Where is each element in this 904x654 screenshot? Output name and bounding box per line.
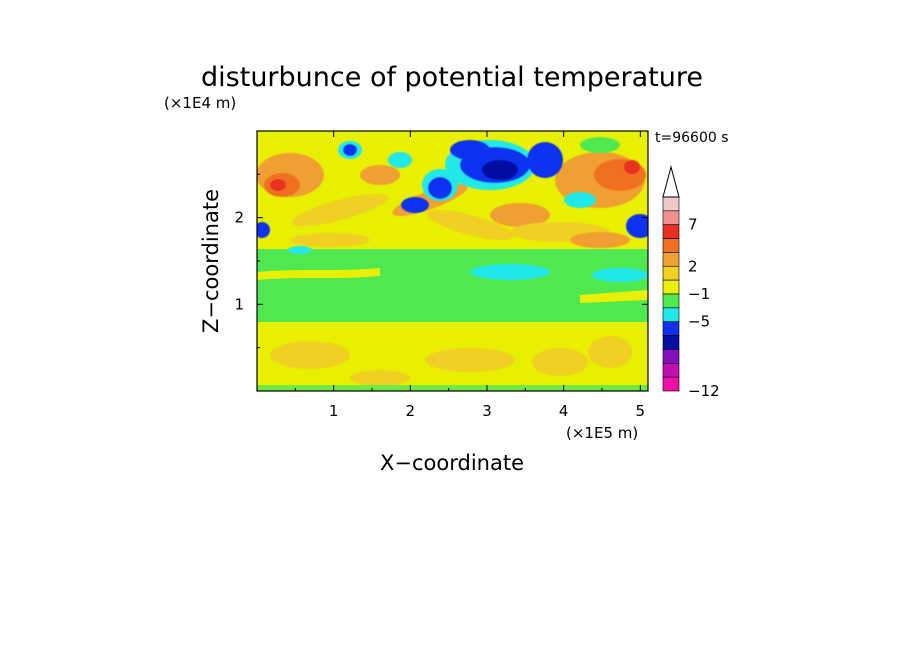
x-tick-label: 4	[559, 402, 569, 420]
y-scale-label: (×1E4 m)	[164, 94, 236, 112]
colorbar-tick-label: −5	[688, 313, 710, 331]
time-label: t=96600 s	[655, 130, 729, 146]
colorbar-swatch	[662, 238, 680, 253]
colorbar-tick-label: 2	[688, 257, 698, 275]
x-scale-label: (×1E5 m)	[566, 424, 638, 442]
colorbar-swatch	[662, 196, 680, 212]
x-axis-label: X−coordinate	[380, 451, 524, 475]
field-mid-green-band	[257, 253, 648, 322]
colorbar-swatch	[662, 335, 680, 350]
colorbar-swatch	[662, 362, 680, 378]
x-tick-label: 1	[329, 402, 339, 420]
field-yellow-streak	[257, 268, 380, 280]
chart-title: disturbunce of potential temperature	[201, 62, 703, 93]
colorbar-tick-label: 7	[688, 216, 698, 234]
heatmap-field	[257, 131, 648, 391]
field-yellow-streak	[580, 290, 648, 303]
colorbar-swatch	[662, 265, 680, 281]
field-cyan-patch	[470, 264, 550, 280]
field-bottom-edge	[257, 385, 648, 391]
colorbar-swatch	[662, 224, 680, 239]
colorbar-swatch	[662, 321, 680, 336]
y-tick-label: 1	[234, 295, 244, 313]
y-axis-label: Z−coordinate	[199, 189, 223, 333]
x-tick-label: 3	[482, 402, 492, 420]
colorbar-tick-label: −1	[688, 285, 710, 303]
colorbar-swatch	[662, 349, 680, 364]
axes: 1 2 3 4 5 1 2	[234, 131, 648, 420]
colorbar-swatch	[662, 293, 680, 309]
field-cold-anomalies	[257, 137, 648, 254]
colorbar-swatch	[662, 210, 680, 226]
x-tick-label: 5	[636, 402, 646, 420]
colorbar: 7 2 −1 −5 −12	[662, 165, 720, 400]
colorbar-extend-arrow	[662, 165, 680, 198]
field-cyan-patch	[592, 268, 648, 282]
colorbar-swatch	[662, 376, 680, 392]
colorbar-tick-label: −12	[688, 382, 720, 400]
colorbar-swatch	[662, 279, 680, 295]
colorbar-swatch	[662, 307, 680, 323]
field-lower-warm-patches	[270, 336, 632, 386]
x-tick-label: 2	[406, 402, 416, 420]
y-tick-label: 2	[234, 209, 244, 227]
colorbar-swatch	[662, 252, 680, 267]
